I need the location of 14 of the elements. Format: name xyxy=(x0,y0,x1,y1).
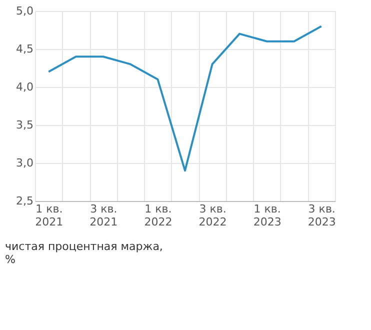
y-tick-label: 4,5 xyxy=(16,42,34,56)
y-tick-label: 3,0 xyxy=(16,156,34,170)
line-series xyxy=(48,25,322,172)
text: чистая процентная маржа, % xyxy=(5,240,163,266)
x-tick-label: 1 кв. 2022 xyxy=(144,202,172,228)
x-tick-label: 3 кв. 2022 xyxy=(198,202,227,228)
y-tick-label: 5,0 xyxy=(16,4,34,18)
x-tick-label: 3 кв. 2021 xyxy=(90,202,118,228)
x-tick-label: 1 кв. 2021 xyxy=(35,202,64,228)
x-tick-label: 3 кв. 2023 xyxy=(308,202,336,228)
y-tick-label: 4,0 xyxy=(16,80,34,94)
y-tick-label: 3,5 xyxy=(16,118,34,132)
y-tick-label: 2,5 xyxy=(16,194,34,208)
x-tick-label: 1 кв. 2023 xyxy=(253,202,282,228)
